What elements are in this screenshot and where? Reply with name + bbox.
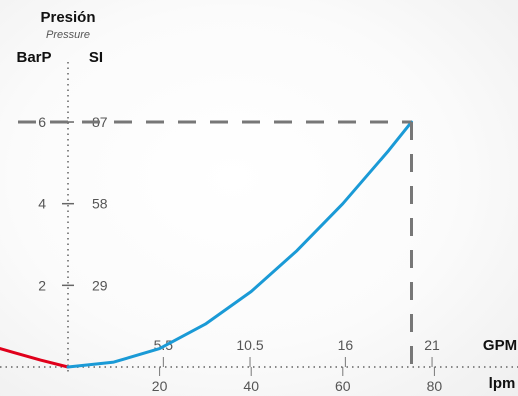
x-tick-label-gpm: 21 (424, 337, 440, 353)
series-line-1 (0, 347, 70, 369)
x-tick-label-lpm: 80 (427, 378, 443, 394)
x-tick-label-gpm: 10.5 (236, 337, 263, 353)
y-tick-label-psi: 58 (92, 196, 108, 212)
y-tick-label-psi: 29 (92, 277, 108, 293)
gpm-axis-unit-label: GPM (483, 337, 517, 354)
x-tick-label-gpm: 16 (338, 337, 354, 353)
si-axis-unit-label: SI (89, 49, 103, 66)
chart-title: Presión (40, 9, 95, 26)
bar-axis-unit-label: BarP (16, 49, 51, 66)
y-tick-label-bar: 2 (38, 277, 46, 293)
x-tick-label-lpm: 20 (152, 378, 168, 394)
x-tick-label-lpm: 40 (243, 378, 259, 394)
x-tick-label-lpm: 60 (335, 378, 351, 394)
y-tick-label-bar: 4 (38, 196, 46, 212)
series-line-2 (66, 120, 413, 369)
reference-lines-layer (18, 120, 413, 365)
y-tick-label-bar: 6 (38, 114, 46, 130)
series-layer (0, 120, 413, 369)
lpm-axis-unit-label: lpm (489, 375, 516, 392)
chart-subtitle: Pressure (46, 29, 90, 41)
